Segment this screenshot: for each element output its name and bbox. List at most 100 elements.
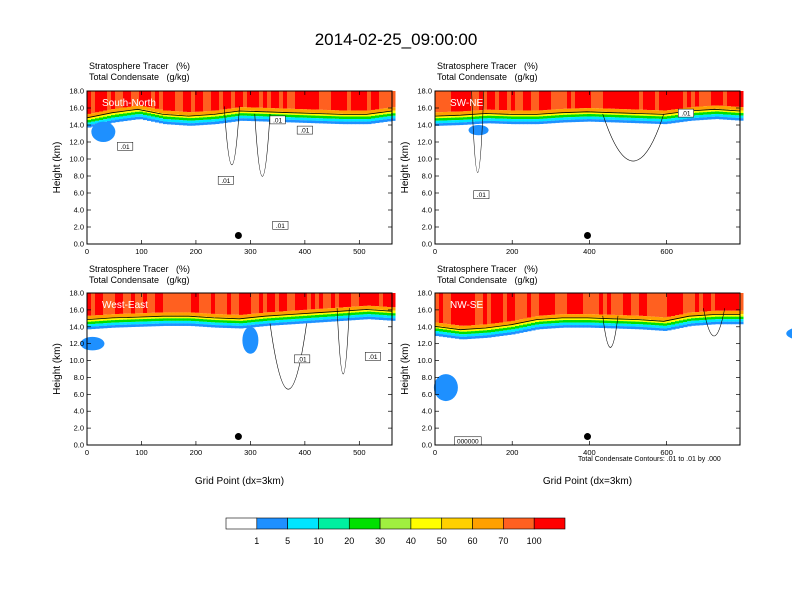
location-marker [584, 433, 591, 441]
tracer-cell [267, 318, 272, 321]
tracer-cell [95, 321, 100, 324]
location-marker [234, 433, 242, 441]
tracer-cell [691, 315, 696, 319]
tracer-cell [587, 91, 592, 109]
tracer-cell [663, 113, 668, 117]
tracer-cell [719, 91, 724, 106]
tracer-cell [363, 113, 368, 117]
tracer-cell [527, 293, 532, 318]
tracer-cell [195, 122, 200, 126]
tracer-cell [739, 113, 744, 116]
y-tick-label: 18.0 [417, 87, 432, 96]
tracer-cell [483, 91, 488, 110]
tracer-cell [327, 293, 332, 309]
tracer-cell [275, 322, 280, 326]
tracer-cell [487, 335, 492, 338]
tracer-cell [271, 293, 276, 313]
tracer-cell [371, 293, 376, 306]
tracer-cell [711, 91, 716, 106]
panel-south-north: .01.01.01.01.01South-North0.02.04.06.08.… [52, 87, 396, 256]
tracer-cell [691, 318, 696, 321]
tracer-cell [227, 114, 232, 118]
tracer-cell [495, 115, 500, 119]
tracer-cell [319, 120, 324, 124]
tracer-cell [591, 293, 596, 315]
tracer-cell [311, 91, 316, 110]
y-axis-label: Height (km) [52, 142, 63, 194]
tracer-cell [439, 326, 444, 329]
tracer-cell [607, 117, 612, 120]
tracer-cell [519, 293, 524, 320]
tracer-cell [311, 309, 316, 313]
tracer-cell [555, 317, 560, 321]
colorbar-label: 70 [498, 536, 508, 546]
tracer-cell [235, 314, 240, 319]
tracer-cell [567, 112, 572, 115]
tracer-cell [635, 321, 640, 325]
colorbar-label: 30 [375, 536, 385, 546]
tracer-cell [359, 309, 364, 313]
tracer-cell [635, 319, 640, 322]
tracer-cell [675, 321, 680, 324]
tracer-cell [735, 293, 740, 311]
tracer-cell [703, 114, 708, 118]
tracer-cell [475, 328, 480, 331]
tracer-cell [487, 91, 492, 110]
tracer-cell [719, 310, 724, 315]
tracer-cell [451, 122, 456, 126]
tracer-cell [187, 91, 192, 113]
x-axis-label: Grid Point (dx=3km) [543, 476, 632, 487]
tracer-cell [727, 109, 732, 113]
tracer-cell [323, 115, 328, 119]
tracer-cell [579, 108, 584, 112]
tracer-cell [371, 91, 376, 110]
tracer-cell [495, 118, 500, 122]
tracer-cell [171, 315, 176, 319]
tracer-cell [159, 91, 164, 110]
tracer-cell [351, 121, 356, 125]
tracer-cell [351, 116, 356, 120]
tracer-cell [263, 111, 268, 114]
tracer-cell [451, 324, 456, 329]
tracer-cell [523, 329, 528, 333]
colorbar-swatch [348, 517, 381, 530]
tracer-cell [563, 317, 568, 321]
tracer-cell [699, 109, 704, 113]
tracer-cell [527, 116, 532, 120]
tracer-cell [583, 317, 588, 321]
tracer-cell [143, 106, 148, 110]
tracer-cell [471, 116, 476, 120]
tracer-cell [99, 325, 104, 329]
tracer-cell [739, 316, 744, 320]
tracer-cell [295, 114, 300, 118]
tracer-cell [211, 322, 216, 325]
tracer-cell [435, 325, 440, 329]
tracer-cell [455, 325, 460, 329]
tracer-cell [99, 318, 104, 321]
tracer-cell [243, 118, 248, 121]
tracer-cell [243, 107, 248, 111]
tracer-cell [675, 326, 680, 329]
tracer-cell [315, 320, 320, 323]
tracer-cell [475, 116, 480, 119]
tracer-cell [523, 121, 528, 125]
tracer-cell [679, 325, 684, 328]
tracer-cell [287, 91, 292, 109]
tracer-cell [223, 322, 228, 326]
tracer-cell [363, 116, 368, 120]
tracer-cell [551, 293, 556, 315]
tracer-cell [451, 120, 456, 123]
contour-label: .01 [221, 178, 230, 185]
tracer-cell [619, 117, 624, 121]
tracer-cell [303, 315, 308, 319]
tracer-cell [383, 306, 388, 311]
tracer-cell [339, 110, 344, 114]
tracer-cell [479, 121, 484, 124]
tracer-cell [551, 325, 556, 329]
tracer-cell [675, 114, 680, 118]
tracer-cell [635, 118, 640, 121]
tracer-cell [447, 332, 452, 336]
tracer-cell [199, 316, 204, 320]
tracer-cell [351, 293, 356, 307]
tracer-cell [711, 116, 716, 120]
